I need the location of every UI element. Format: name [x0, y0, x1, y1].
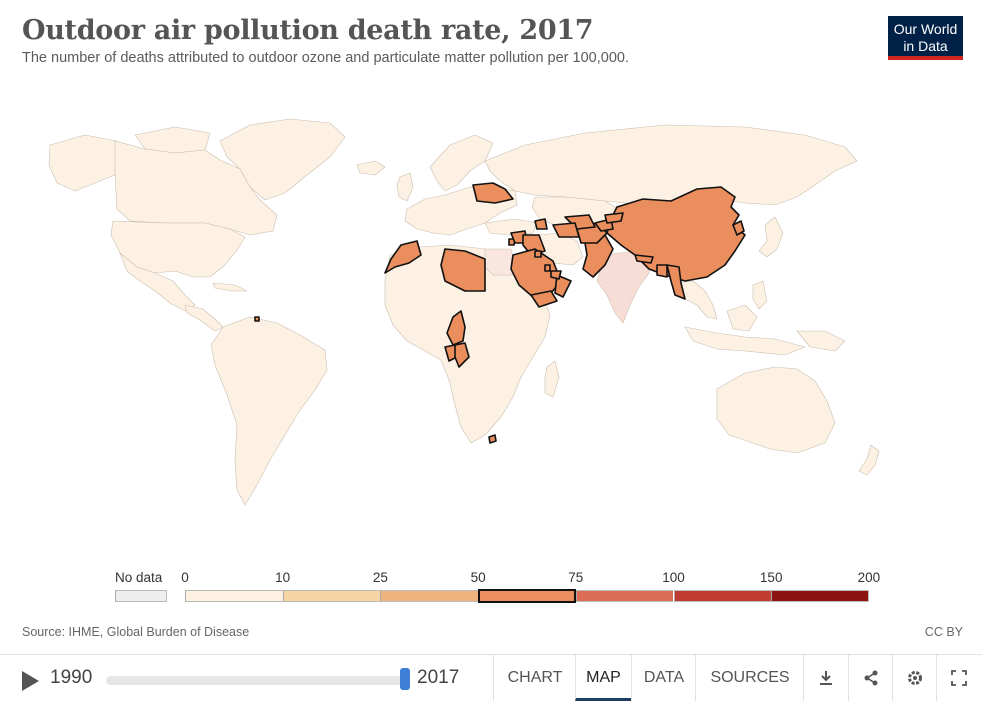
- download-icon: [820, 671, 832, 685]
- timeline-slider[interactable]: [106, 676, 406, 685]
- settings-button[interactable]: [892, 655, 937, 701]
- country-iceland: [356, 160, 386, 176]
- country-ukraine: [472, 182, 514, 204]
- legend-bin-0-10[interactable]: [185, 590, 283, 602]
- end-year-label: 2017: [417, 667, 460, 688]
- country-new-guinea: [796, 330, 846, 352]
- country-eswatini: [488, 434, 497, 444]
- country-myanmar: [666, 264, 686, 300]
- share-icon: [864, 670, 878, 686]
- timeline-handle[interactable]: [400, 668, 410, 690]
- legend-bin-25-50[interactable]: [380, 590, 479, 602]
- control-bar: 1990 2017 CHART MAP DATA SOURCES: [0, 654, 982, 701]
- fullscreen-icon: [951, 670, 967, 686]
- fullscreen-button[interactable]: [936, 655, 981, 701]
- country-qatar: [544, 264, 551, 272]
- country-morocco: [384, 240, 422, 274]
- share-button[interactable]: [848, 655, 893, 701]
- country-kuwait: [534, 250, 542, 258]
- country-cuba: [212, 282, 248, 292]
- legend-bin-50-75[interactable]: [478, 589, 576, 603]
- country-kyrgyzstan: [604, 212, 624, 224]
- legend-tick-label: 100: [662, 570, 685, 585]
- license-note[interactable]: CC BY: [924, 625, 963, 639]
- country-south-america: [210, 316, 328, 506]
- country-japan: [758, 216, 784, 258]
- chart-subtitle: The number of deaths attributed to outdo…: [22, 50, 629, 66]
- legend-bin-75-100[interactable]: [575, 590, 674, 602]
- source-note[interactable]: Source: IHME, Global Burden of Disease: [22, 625, 250, 639]
- country-trinidad-and-tobago: [254, 316, 260, 322]
- download-button[interactable]: [803, 655, 848, 701]
- legend-tick-label: 75: [568, 570, 584, 585]
- country-azerbaijan: [534, 218, 548, 230]
- country-north-korea: [732, 220, 745, 236]
- tab-chart[interactable]: CHART: [493, 655, 576, 701]
- play-button[interactable]: [22, 671, 39, 691]
- legend-bin-10-25[interactable]: [282, 590, 381, 602]
- country-cameroon: [446, 310, 466, 346]
- country-indonesia: [684, 326, 806, 356]
- country-congo: [454, 342, 470, 368]
- start-year-label: 1990: [50, 667, 93, 688]
- country-southeast-asia: [676, 280, 718, 320]
- legend-tick-label: 200: [857, 570, 881, 585]
- country-canada: [114, 140, 278, 236]
- country-central-america: [184, 304, 224, 332]
- country-bangladesh: [656, 264, 668, 278]
- settings-icon: [908, 671, 922, 685]
- country-uae: [550, 270, 562, 280]
- country-turkmenistan: [552, 222, 580, 238]
- logo-line-2: in Data: [903, 38, 948, 54]
- world-map-svg: [48, 118, 880, 506]
- legend-nodata-label: No data: [115, 570, 163, 585]
- country-australia: [716, 366, 836, 454]
- map-legend: No data 0 10 25 50 75 100 150 200: [0, 568, 982, 608]
- world-map: [45, 105, 925, 525]
- country-libya: [440, 248, 486, 292]
- country-madagascar: [544, 360, 560, 398]
- country-pakistan: [582, 234, 614, 278]
- country-new-zealand: [858, 444, 880, 476]
- country-oman: [554, 274, 572, 298]
- country-yemen: [530, 290, 558, 308]
- country-russia: [484, 124, 858, 206]
- legend-tick-label: 10: [275, 570, 291, 585]
- country-borneo: [726, 304, 758, 332]
- legend-tick-label: 150: [759, 570, 783, 585]
- tab-data[interactable]: DATA: [631, 655, 696, 701]
- legend-nodata-swatch[interactable]: [115, 590, 167, 602]
- legend-bin-150-200[interactable]: [771, 590, 869, 602]
- country-philippines: [752, 280, 768, 310]
- country-nepal: [634, 254, 654, 264]
- legend-bin-100-150[interactable]: [673, 590, 772, 602]
- owid-logo[interactable]: Our World in Data: [888, 16, 963, 60]
- legend-tick-label: 0: [181, 570, 189, 585]
- country-usa-alaska: [48, 134, 118, 192]
- country-scandinavia: [429, 134, 494, 192]
- country-uk: [396, 172, 414, 202]
- logo-line-1: Our World: [893, 21, 958, 37]
- legend-tick-label: 50: [470, 570, 486, 585]
- chart-header: Outdoor air pollution death rate, 2017 T…: [22, 14, 862, 66]
- tab-map[interactable]: MAP: [575, 655, 631, 701]
- legend-tick-label: 25: [372, 570, 388, 585]
- tab-sources[interactable]: SOURCES: [695, 655, 804, 701]
- chart-title: Outdoor air pollution death rate, 2017: [22, 15, 594, 46]
